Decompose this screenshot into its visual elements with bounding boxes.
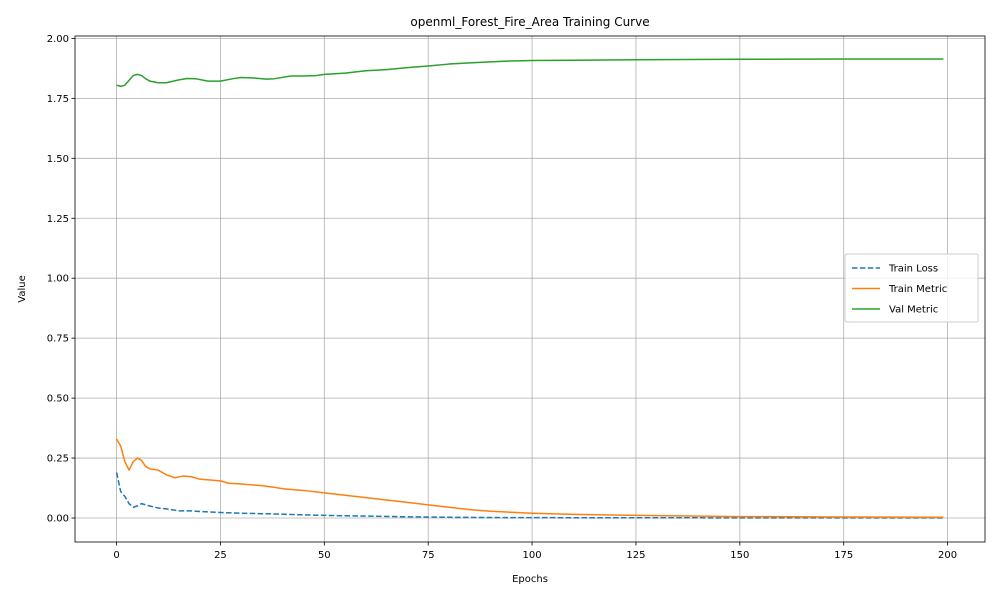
legend-label: Val Metric [889, 305, 938, 316]
x-tick-label: 200 [938, 550, 957, 561]
y-tick-label: 1.75 [47, 94, 69, 105]
y-tick-label: 1.00 [47, 274, 69, 285]
x-tick-label: 75 [422, 550, 435, 561]
train-loss-line [115, 472, 944, 519]
y-tick-label: 2.00 [47, 34, 69, 45]
y-tick-label: 1.50 [47, 154, 69, 165]
x-tick-label: 0 [113, 550, 119, 561]
val-metric-line [116, 58, 944, 88]
x-tick-label: 100 [523, 550, 542, 561]
y-tick-label: 0.75 [47, 334, 69, 345]
chart-title: openml_Forest_Fire_Area Training Curve [410, 15, 649, 29]
legend-box [844, 253, 979, 323]
y-axis: 0.00 0.25 0.50 0.75 1.00 1.25 1.50 1.75 2.00 [47, 34, 75, 525]
x-tick-label: 25 [214, 550, 227, 561]
y-tick-label: 0.50 [47, 394, 69, 405]
plot-frame [74, 35, 986, 543]
x-tick-label: 50 [318, 550, 331, 561]
series-layer [115, 58, 944, 519]
y-tick-label: 0.00 [47, 514, 69, 525]
x-tick-label: 125 [626, 550, 645, 561]
x-tick-label: 150 [730, 550, 749, 561]
x-axis: 0 25 50 75 100 125 150 175 200 [113, 542, 957, 561]
legend-label: Train Metric [888, 284, 947, 295]
legend: Train Loss Train Metric Val Metric [844, 253, 979, 323]
y-axis-label: Value [17, 275, 28, 302]
y-tick-label: 0.25 [47, 454, 69, 465]
legend-label: Train Loss [888, 264, 938, 275]
x-axis-label: Epochs [512, 574, 548, 585]
train-metric-line [115, 438, 944, 519]
y-tick-label: 1.25 [47, 214, 69, 225]
x-tick-label: 175 [834, 550, 853, 561]
